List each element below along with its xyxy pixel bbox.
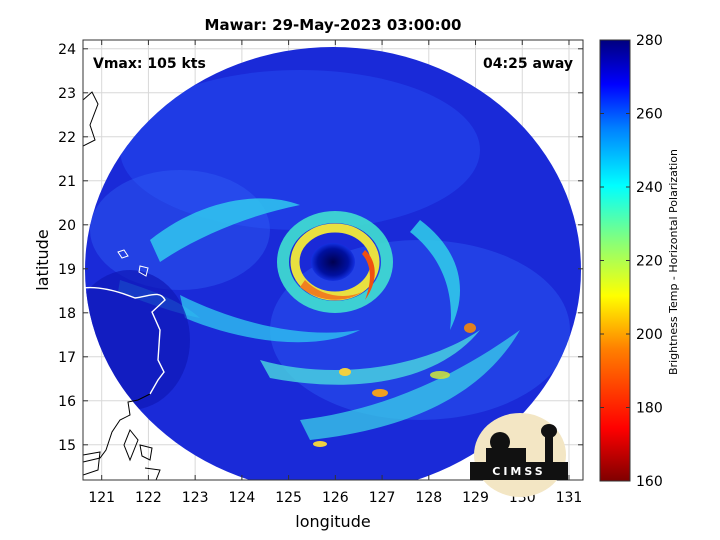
swath-mottle	[120, 70, 480, 230]
eyewall-outer	[277, 211, 393, 313]
colorbar-tick-label: 220	[636, 254, 663, 270]
x-tick-label: 125	[275, 490, 302, 506]
coastlines	[83, 91, 166, 480]
colorbar-tick-label: 280	[636, 33, 663, 49]
x-tick-label: 121	[88, 490, 115, 506]
colorbar-tick-label: 180	[636, 401, 663, 417]
x-tick-label: 124	[229, 490, 256, 506]
y-axis-label: latitude	[33, 229, 52, 290]
rain-band	[410, 220, 460, 330]
y-tick-label: 19	[58, 262, 76, 278]
y-tick-label: 21	[58, 174, 76, 190]
x-tick-label: 128	[415, 490, 442, 506]
rain-band	[180, 295, 360, 343]
colorbar	[599, 39, 631, 482]
logo-building	[486, 448, 526, 462]
y-tick-label: 23	[58, 86, 76, 102]
coastline-island	[117, 249, 129, 259]
convective-spot	[464, 323, 476, 333]
y-tick-label: 15	[58, 438, 76, 454]
logo-text: CIMSS	[492, 465, 545, 478]
x-tick-label: 126	[322, 490, 349, 506]
coastline-island	[139, 444, 153, 461]
coastline-taiwan	[83, 91, 99, 147]
microwave-swath	[85, 47, 581, 480]
rain-band	[300, 330, 520, 440]
convective-spot	[339, 368, 351, 376]
y-tick-label: 22	[58, 130, 76, 146]
x-tick-label: 129	[462, 490, 489, 506]
y-axis-ticks: 15 16 17 18 19 20 21 22 23 24	[58, 42, 583, 454]
storm-eye	[311, 243, 355, 281]
y-tick-label: 18	[58, 306, 76, 322]
eyewall-hot	[300, 280, 362, 300]
chart-title: Mawar: 29-May-2023 03:00:00	[205, 16, 462, 34]
coastline-island	[83, 451, 101, 476]
x-tick-label: 127	[369, 490, 396, 506]
colorbar-tick-label: 160	[636, 474, 663, 490]
convective-spot	[313, 441, 327, 447]
cimss-logo: CIMSS	[470, 413, 568, 497]
colorbar-tick-label: 240	[636, 180, 663, 196]
y-tick-label: 20	[58, 218, 76, 234]
eyewall-hot	[362, 250, 375, 300]
y-tick-label: 17	[58, 350, 76, 366]
colorbar-tick-label: 260	[636, 107, 663, 123]
plot-border	[82, 39, 584, 481]
rain-band	[260, 330, 480, 385]
logo-dish	[490, 432, 510, 452]
convective-spot	[430, 371, 450, 379]
time-offset-annotation: 04:25 away	[483, 56, 573, 72]
coastline-island	[138, 265, 149, 277]
y-tick-label: 16	[58, 394, 76, 410]
coastline-island	[144, 467, 161, 480]
x-tick-label: 122	[135, 490, 162, 506]
x-tick-label: 131	[556, 490, 583, 506]
y-tick-label: 24	[58, 42, 76, 58]
coastline-luzon-south	[83, 393, 151, 463]
coastline-luzon-north	[83, 286, 166, 395]
x-axis-label: longitude	[295, 512, 370, 531]
coastline-island	[123, 429, 139, 462]
convective-spot	[372, 389, 388, 397]
colorbar-ticks: 160 180 200 220 240 260 280	[600, 33, 663, 490]
logo-banner	[470, 462, 568, 480]
vmax-annotation: Vmax: 105 kts	[93, 56, 206, 72]
logo-tower-legs	[545, 437, 553, 462]
colorbar-tick-label: 200	[636, 327, 663, 343]
logo-water-tower	[541, 424, 557, 438]
colorbar-label: Brightness Temp - Horizontal Polarizatio…	[667, 149, 680, 375]
rain-band	[150, 198, 300, 262]
x-tick-label: 123	[182, 490, 209, 506]
